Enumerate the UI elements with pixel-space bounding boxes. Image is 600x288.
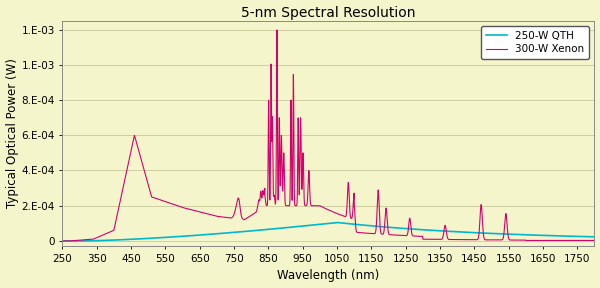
300-W Xenon — [405, 226, 412, 229]
250-W QTH — [405, 227, 412, 230]
250-W QTH — [456, 230, 463, 234]
Legend: 250-W QTH, 300-W Xenon: 250-W QTH, 300-W Xenon — [481, 26, 589, 60]
Title: 5-nm Spectral Resolution: 5-nm Spectral Resolution — [241, 5, 416, 20]
250-W QTH — [262, 228, 269, 231]
250-W QTH — [59, 239, 66, 243]
300-W Xenon — [496, 238, 503, 242]
300-W Xenon — [262, 200, 269, 204]
300-W Xenon — [274, 28, 281, 32]
300-W Xenon — [155, 198, 163, 201]
300-W Xenon — [591, 239, 598, 242]
X-axis label: Wavelength (nm): Wavelength (nm) — [277, 270, 380, 283]
250-W QTH — [378, 225, 385, 228]
250-W QTH — [155, 236, 163, 240]
250-W QTH — [496, 232, 503, 236]
250-W QTH — [334, 221, 341, 224]
Line: 250-W QTH: 250-W QTH — [62, 222, 595, 241]
300-W Xenon — [456, 238, 463, 241]
300-W Xenon — [59, 239, 66, 243]
Line: 300-W Xenon: 300-W Xenon — [62, 30, 595, 241]
300-W Xenon — [378, 232, 385, 236]
Y-axis label: Typical Optical Power (W): Typical Optical Power (W) — [5, 58, 19, 209]
250-W QTH — [591, 235, 598, 238]
